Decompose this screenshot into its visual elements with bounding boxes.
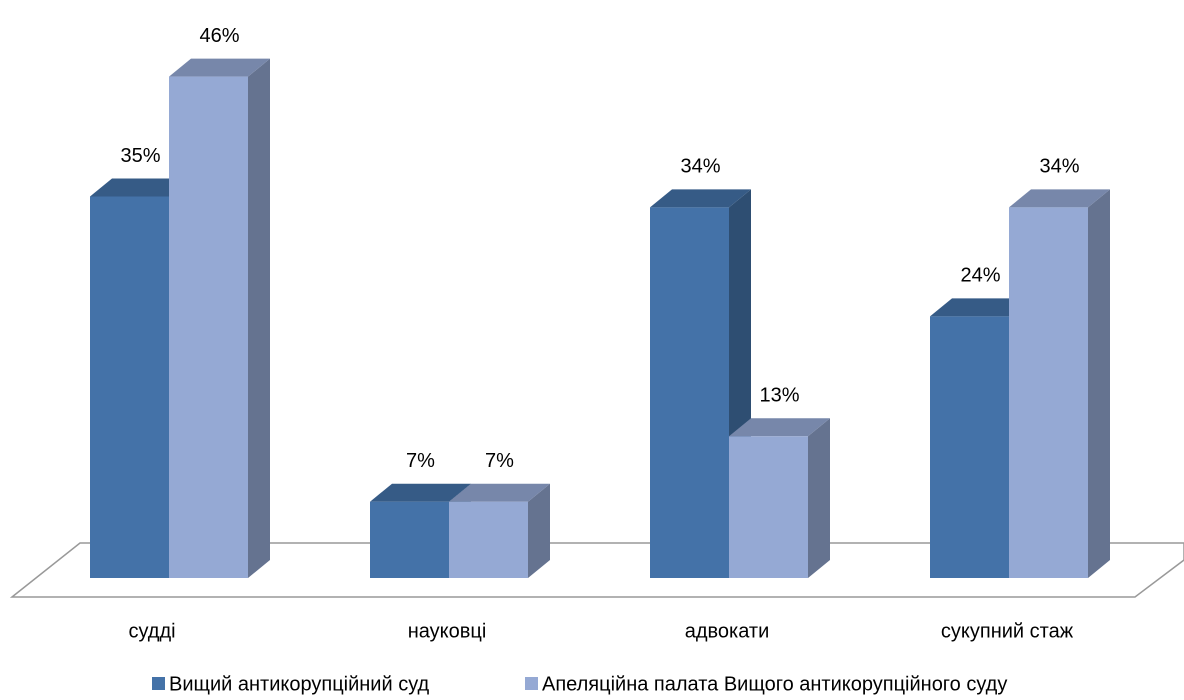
bar: [449, 483, 550, 578]
bar-side: [248, 58, 270, 579]
bar: [1009, 189, 1110, 578]
value-label: 7%: [485, 450, 514, 472]
value-label: 35%: [120, 145, 160, 167]
bar-side: [1088, 189, 1110, 578]
bar-top: [370, 483, 471, 502]
legend-label: Апеляційна палата Вищого антикорупційног…: [542, 673, 1007, 695]
bar-top: [449, 483, 550, 502]
bar-front: [370, 501, 449, 578]
value-label: 13%: [759, 385, 799, 407]
x-tick-label: науковці: [408, 620, 487, 642]
x-tick-label: сукупний стаж: [941, 620, 1074, 642]
value-label: 24%: [960, 265, 1000, 287]
value-label: 7%: [406, 450, 435, 472]
legend-label: Вищий антикорупційний суд: [169, 673, 430, 695]
value-label: 46%: [199, 25, 239, 47]
bar-top: [1009, 189, 1110, 208]
bar-top: [729, 418, 830, 437]
value-label: 34%: [1039, 156, 1079, 178]
bar-top: [930, 298, 1031, 317]
x-tick-label: адвокати: [685, 620, 770, 642]
bar-front: [729, 436, 808, 578]
legend-swatch: [525, 677, 538, 690]
bar: [169, 58, 270, 579]
value-label: 34%: [680, 156, 720, 178]
bar-top: [650, 189, 751, 208]
x-tick-label: судді: [128, 620, 175, 642]
bar-front: [930, 316, 1009, 578]
bar-top: [169, 58, 270, 77]
bar-front: [1009, 207, 1088, 578]
bar-front: [650, 207, 729, 578]
legend-swatch: [152, 677, 165, 690]
floor: [9, 542, 1184, 598]
bar: [729, 418, 830, 578]
bar-front: [449, 501, 528, 578]
bar-side: [528, 483, 550, 578]
bar-front: [90, 196, 169, 578]
bar-front: [169, 76, 248, 578]
bar-top: [90, 178, 191, 197]
bar-side: [808, 418, 830, 578]
